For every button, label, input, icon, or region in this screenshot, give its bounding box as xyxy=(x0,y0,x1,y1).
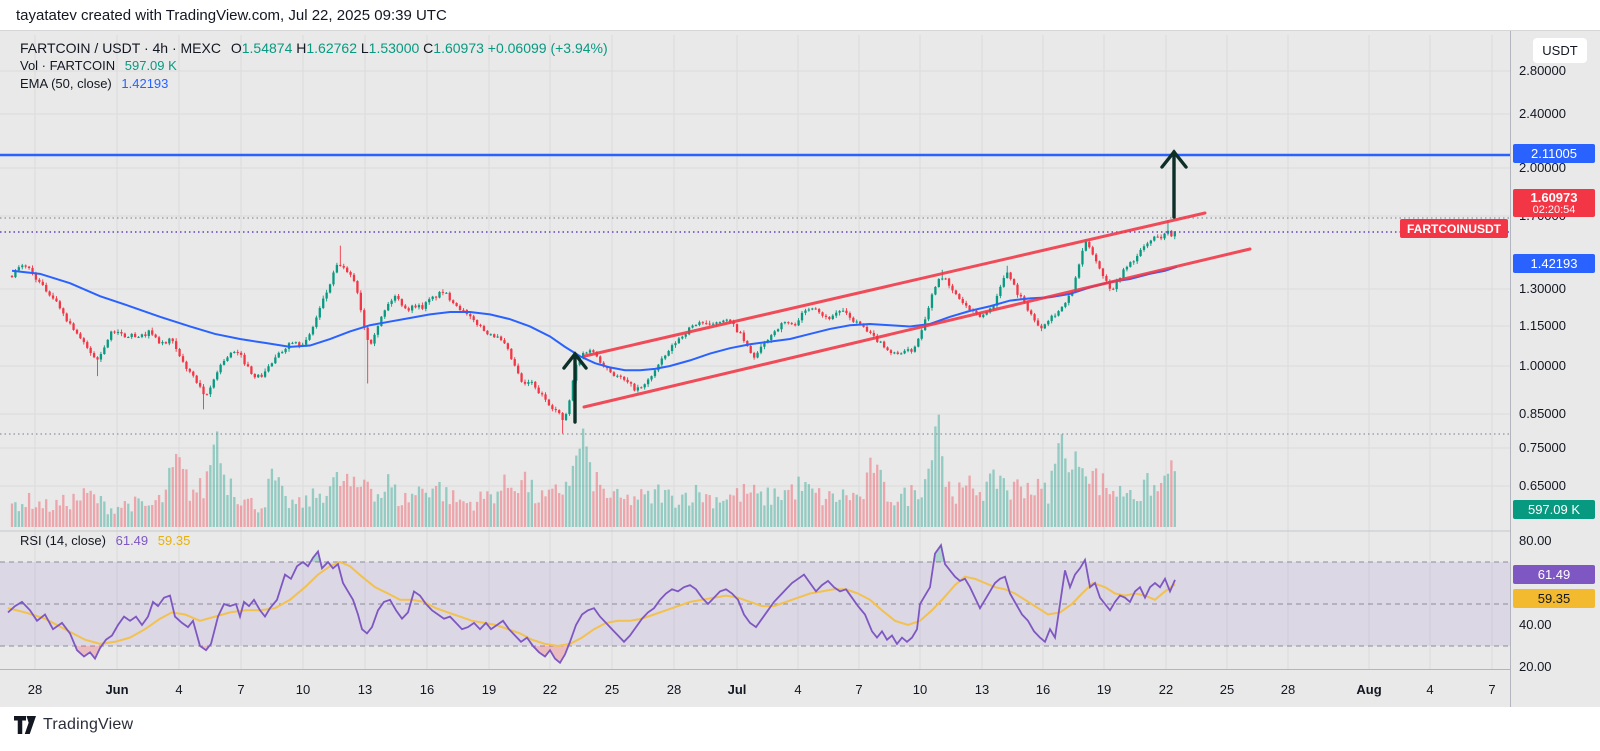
time-tick-label: 13 xyxy=(357,682,373,697)
rsi-value: 61.49 xyxy=(115,533,149,548)
attribution-text: tayatatev created with TradingView.com, … xyxy=(16,7,447,24)
rsi-label: RSI (14, close) xyxy=(20,533,106,548)
rsi-line xyxy=(7,543,1176,665)
price-tick-label: 2.40000 xyxy=(1519,106,1566,121)
time-tick-label: 10 xyxy=(912,682,928,697)
rsi-oversold-fill xyxy=(75,646,569,663)
levels-layer xyxy=(0,153,1510,435)
trend-channel[interactable] xyxy=(582,211,1252,409)
ohlc-value: 1.62762 xyxy=(306,40,361,56)
ema-axis-badge: 1.42193 xyxy=(1513,253,1595,273)
tradingview-logo[interactable]: TradingView xyxy=(14,716,133,734)
time-tick-label: Jun xyxy=(105,682,129,697)
tradingview-logo-icon xyxy=(14,716,36,734)
time-tick-label: 25 xyxy=(1219,682,1235,697)
symbol-price-label: FARTCOINUSDT xyxy=(1400,219,1508,238)
ema-label: EMA (50, close) xyxy=(20,76,112,91)
up-arrow-annotation-2[interactable] xyxy=(1160,149,1188,219)
volume-label: Vol · FARTCOIN xyxy=(20,58,116,73)
vol-axis-badge: 597.09 K xyxy=(1513,499,1595,519)
price-tick-label: 2.80000 xyxy=(1519,63,1566,78)
price-tick-label: 2.00000 xyxy=(1519,160,1566,175)
footer-bar: TradingView xyxy=(0,707,1600,751)
target-axis-badge: 2.11005 xyxy=(1513,143,1595,163)
ohlc-key: L xyxy=(360,40,369,56)
time-tick-label: 4 xyxy=(1426,682,1434,697)
price-tick-label: 0.65000 xyxy=(1519,478,1566,493)
chart-area: FARTCOIN / USDT · 4h · MEXC O1.54874 H1.… xyxy=(0,30,1600,708)
ohlc-values: O1.54874 H1.62762 L1.53000 C1.60973 xyxy=(231,40,488,56)
rsi-axis-badge: 61.49 xyxy=(1513,564,1595,584)
time-tick-label: 4 xyxy=(794,682,802,697)
time-tick-label: 16 xyxy=(1035,682,1051,697)
legend-ema-row[interactable]: EMA (50, close) 1.42193 xyxy=(20,75,608,93)
volume-value: 597.09 K xyxy=(124,58,177,73)
tradingview-wordmark: TradingView xyxy=(43,716,134,733)
currency-toggle-button[interactable]: USDT xyxy=(1533,38,1587,63)
time-tick-label: 4 xyxy=(175,682,183,697)
ohlc-value: 1.53000 xyxy=(368,40,424,56)
ema-value: 1.42193 xyxy=(121,76,169,91)
time-tick-label: 7 xyxy=(1488,682,1496,697)
attribution-bar: tayatatev created with TradingView.com, … xyxy=(0,0,1600,30)
price-tick-label: 80.00 xyxy=(1519,533,1552,548)
time-tick-label: 25 xyxy=(604,682,620,697)
candles-layer xyxy=(10,220,1176,434)
legend-volume-row[interactable]: Vol · FARTCOIN 597.09 K xyxy=(20,57,608,75)
rsi-ma-value: 59.35 xyxy=(157,533,191,548)
rsi_ma-axis-badge: 59.35 xyxy=(1513,588,1595,608)
time-tick-label: 28 xyxy=(27,682,43,697)
rsi-legend[interactable]: RSI (14, close) 61.49 59.35 xyxy=(20,533,190,548)
time-tick-label: 28 xyxy=(1280,682,1296,697)
up-arrow-annotation-1[interactable] xyxy=(562,351,588,424)
legend-symbol-row[interactable]: FARTCOIN / USDT · 4h · MEXC O1.54874 H1.… xyxy=(20,39,608,57)
time-tick-label: 19 xyxy=(481,682,497,697)
price-chart-plot[interactable] xyxy=(0,31,1600,708)
price-tick-label: 1.30000 xyxy=(1519,281,1566,296)
ohlc-value: 1.54874 xyxy=(241,40,297,56)
symbol-title: FARTCOIN / USDT · 4h · MEXC xyxy=(20,40,221,56)
price-tick-label: 0.75000 xyxy=(1519,440,1566,455)
time-tick-label: 7 xyxy=(855,682,863,697)
time-tick-label: 16 xyxy=(419,682,435,697)
time-tick-label: Aug xyxy=(1356,682,1382,697)
ohlc-key: H xyxy=(296,40,307,56)
time-tick-label: 28 xyxy=(666,682,682,697)
change-value: +0.06099 (+3.94%) xyxy=(487,40,608,56)
price-scale-axis[interactable]: USDT 2.800002.400002.000001.700001.30000… xyxy=(1510,31,1600,708)
last-price-badge: 1.60973 02:20:54 xyxy=(1513,189,1595,217)
time-tick-label: 19 xyxy=(1096,682,1112,697)
time-scale-axis[interactable]: 28 Jun 4 7 10 13 16 19 22 25 28 Jul 4 7 10 13 16 19 22 25 28… xyxy=(0,669,1510,708)
price-tick-label: 0.85000 xyxy=(1519,406,1566,421)
price-tick-label: 1.00000 xyxy=(1519,358,1566,373)
bar-countdown: 02:20:54 xyxy=(1532,204,1576,216)
ohlc-key: C xyxy=(423,40,434,56)
price-tick-label: 1.15000 xyxy=(1519,318,1566,333)
time-tick-label: 22 xyxy=(1158,682,1174,697)
time-tick-label: 7 xyxy=(237,682,245,697)
time-tick-label: Jul xyxy=(727,682,747,697)
ema-line xyxy=(11,265,1178,372)
chart-legend: FARTCOIN / USDT · 4h · MEXC O1.54874 H1.… xyxy=(20,39,608,93)
price-tick-label: 20.00 xyxy=(1519,659,1552,674)
volume-bars-layer xyxy=(10,414,1176,527)
time-tick-label: 10 xyxy=(295,682,311,697)
price-tick-label: 40.00 xyxy=(1519,617,1552,632)
time-tick-label: 13 xyxy=(974,682,990,697)
ohlc-key: O xyxy=(230,40,242,56)
time-tick-label: 22 xyxy=(542,682,558,697)
ohlc-value: 1.60973 xyxy=(433,40,488,56)
